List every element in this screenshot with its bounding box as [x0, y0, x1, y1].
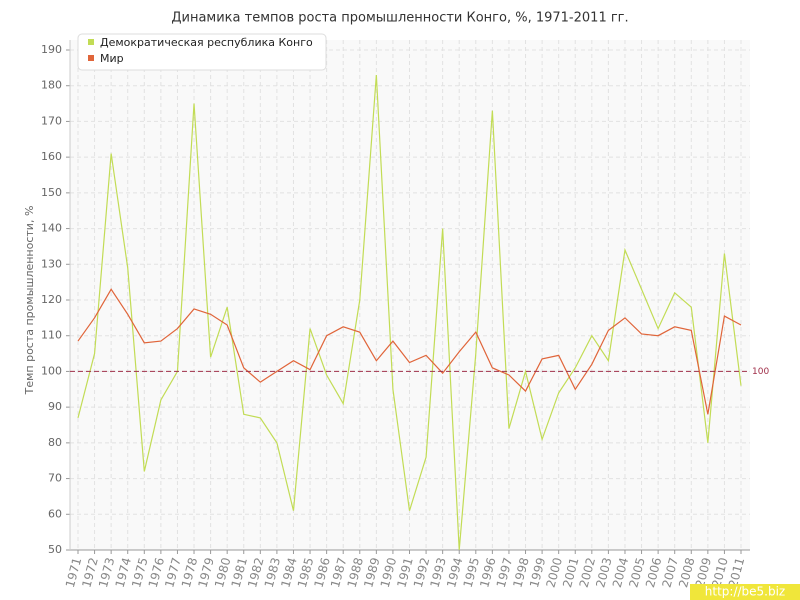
legend-swatch: [88, 55, 94, 61]
watermark-bg: [690, 584, 800, 600]
marks: 100: [70, 74, 769, 551]
y-tick-label: 140: [41, 222, 62, 235]
reference-label: 100: [752, 367, 769, 377]
y-tick-label: 80: [48, 436, 62, 449]
y-tick-label: 180: [41, 79, 62, 92]
legend-label: Мир: [100, 52, 124, 65]
legend: Демократическая республика Конго Мир: [88, 36, 313, 65]
y-tick-label: 160: [41, 150, 62, 163]
watermark: http://be5.biz: [705, 585, 785, 599]
y-tick-label: 150: [41, 186, 62, 199]
y-tick-label: 90: [48, 400, 62, 413]
y-tick-label: 130: [41, 257, 62, 270]
y-tick-label: 70: [48, 472, 62, 485]
y-tick-label: 50: [48, 543, 62, 556]
y-tick-label: 120: [41, 293, 62, 306]
y-tick-label: 170: [41, 114, 62, 127]
y-tick-label: 110: [41, 329, 62, 342]
y-tick-label: 190: [41, 43, 62, 56]
chart-title: Динамика темпов роста промышленности Кон…: [171, 11, 628, 26]
y-tick-label: 60: [48, 507, 62, 520]
legend-label: Демократическая республика Конго: [100, 36, 313, 49]
y-axis-label: Темп роста промышленности, %: [23, 206, 36, 396]
legend-box: [77, 33, 327, 71]
legend-swatch: [88, 39, 94, 45]
series-line: [77, 288, 742, 415]
y-tick-label: 100: [41, 364, 62, 377]
series-line: [77, 74, 742, 551]
